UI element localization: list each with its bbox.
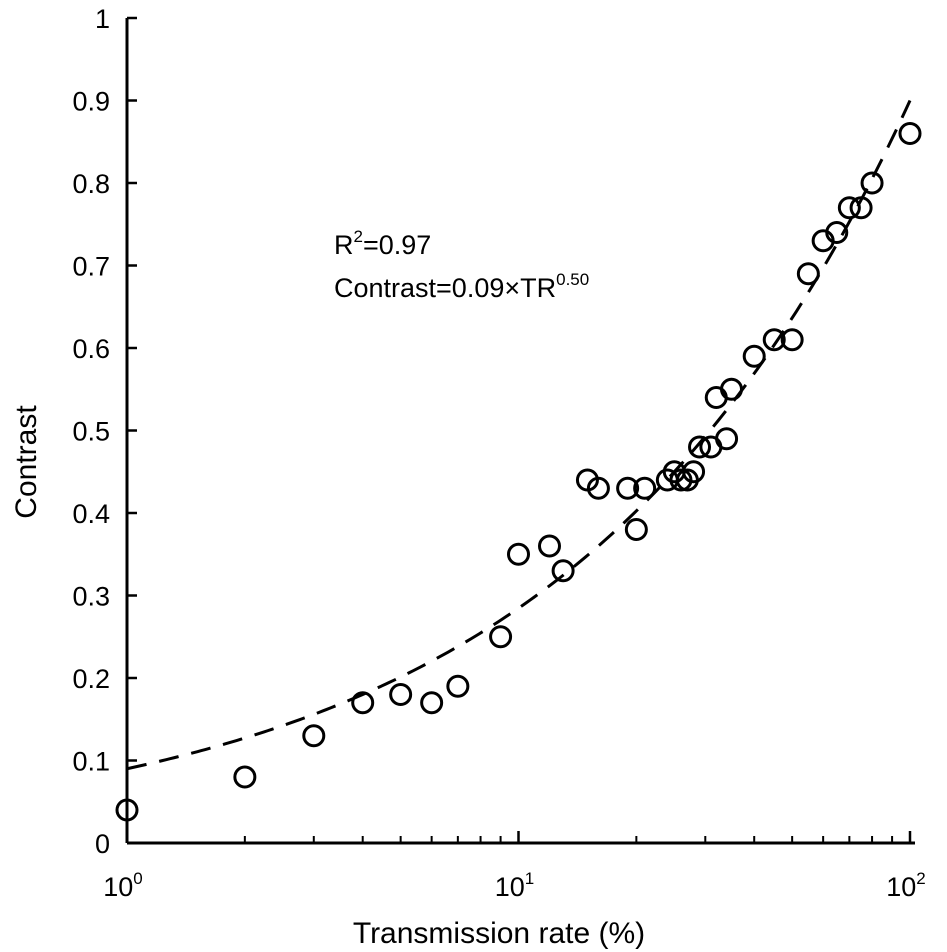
data-point	[446, 674, 470, 698]
y-tick-label: 0.4	[72, 499, 110, 529]
r-squared-superscript: 2	[354, 227, 363, 246]
data-points	[115, 122, 922, 822]
data-point	[389, 683, 413, 706]
y-tick-label: 1	[95, 4, 110, 34]
x-axis-title: Transmission rate (%)	[353, 917, 645, 950]
x-tick-base: 10	[103, 872, 133, 902]
y-tick-label: 0.9	[72, 87, 110, 117]
x-axis-ticks: 100 101 102	[103, 831, 926, 902]
data-point	[849, 196, 873, 220]
data-point	[586, 476, 610, 500]
y-tick-label: 0.7	[72, 252, 110, 282]
plot-area: 00.10.20.30.40.50.60.70.80.91 100 101 102	[72, 4, 925, 902]
data-point	[633, 476, 657, 500]
r-squared-annotation: R2=0.97	[334, 227, 431, 260]
y-tick-label: 0.2	[72, 664, 110, 694]
data-point	[780, 328, 804, 352]
data-point	[898, 122, 922, 145]
y-tick-label: 0.1	[72, 747, 110, 777]
data-point	[762, 328, 786, 352]
data-point	[489, 625, 513, 649]
data-point	[688, 435, 712, 459]
x-tick-base: 10	[886, 872, 916, 902]
data-point	[682, 460, 706, 484]
y-tick-label: 0	[95, 829, 110, 859]
data-point	[420, 691, 444, 715]
r-squared-symbol: R	[334, 230, 354, 260]
y-tick-label: 0.3	[72, 582, 110, 612]
r-squared-value: =0.97	[363, 230, 431, 260]
fit-equation-annotation: Contrast=0.09×TR0.50	[334, 270, 589, 303]
data-point	[715, 427, 739, 451]
y-tick-label: 0.8	[72, 169, 110, 199]
data-point	[233, 765, 257, 789]
data-point	[704, 386, 728, 409]
x-tick-exponent: 2	[916, 869, 925, 888]
data-point	[796, 262, 820, 286]
data-point	[720, 377, 744, 401]
fit-curve	[126, 99, 912, 771]
data-point	[624, 518, 648, 541]
x-tick-exponent: 1	[525, 869, 534, 888]
data-point	[860, 171, 884, 195]
fit-equation-text: Contrast=0.09×TR	[334, 273, 556, 303]
data-point	[825, 221, 849, 244]
y-tick-label: 0.5	[72, 417, 110, 447]
y-axis-title: Contrast	[10, 405, 43, 519]
x-tick-label: 101	[495, 869, 535, 902]
y-tick-label: 0.6	[72, 334, 110, 364]
data-point	[115, 798, 139, 822]
x-tick-exponent: 0	[133, 869, 142, 888]
data-point	[302, 724, 326, 748]
x-tick-label: 100	[103, 869, 143, 902]
x-tick-base: 10	[495, 872, 525, 902]
fit-equation-exponent: 0.50	[556, 270, 589, 289]
data-point	[742, 344, 766, 368]
data-point	[551, 559, 575, 583]
data-point	[837, 196, 861, 220]
x-tick-label: 102	[886, 869, 926, 902]
data-point	[507, 542, 530, 566]
y-axis-ticks: 0 0.1 0.2 0.3 0.4 0.5 0.6 0.7 0.8 0.9 1	[72, 4, 137, 859]
data-point	[616, 476, 640, 500]
data-point	[351, 691, 375, 715]
data-point	[537, 534, 561, 558]
